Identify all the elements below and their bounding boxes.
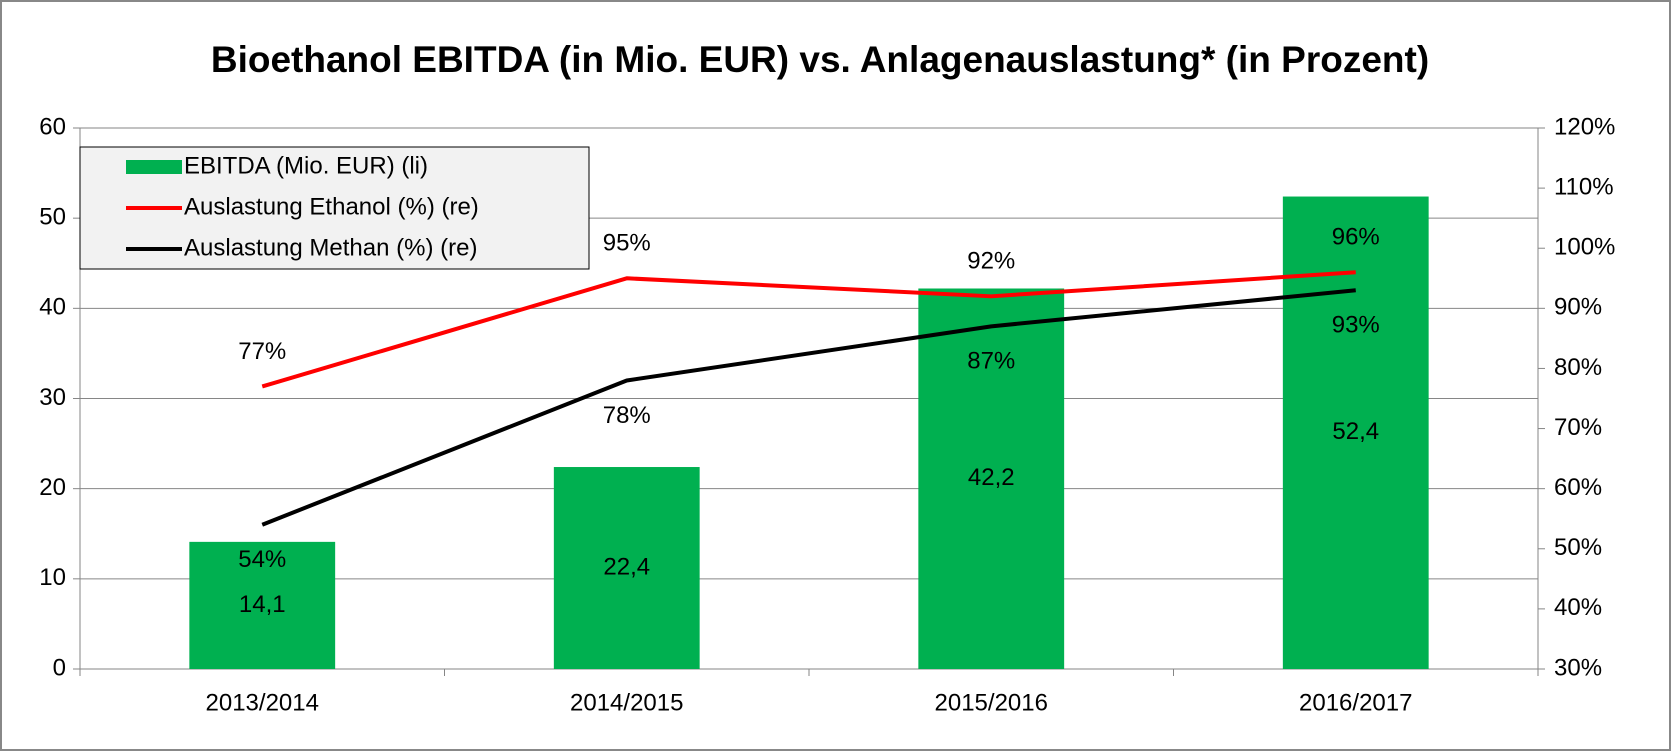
bar — [553, 467, 700, 669]
legend-label: EBITDA (Mio. EUR) (li) — [184, 152, 428, 179]
bar-value-label: 14,1 — [239, 591, 286, 618]
y2-tick-label: 110% — [1554, 173, 1614, 200]
y2-tick-label: 90% — [1554, 294, 1602, 321]
x-tick-label: 2015/2016 — [935, 689, 1048, 716]
legend-label: Auslastung Methan (%) (re) — [184, 234, 477, 261]
line-value-label: 87% — [967, 348, 1015, 375]
x-tick-label: 2016/2017 — [1299, 689, 1412, 716]
y2-tick-label: 120% — [1554, 113, 1615, 140]
bar — [189, 541, 336, 669]
y-tick-label: 30 — [39, 384, 66, 411]
y2-tick-label: 40% — [1554, 594, 1602, 621]
line-value-label: 96% — [1332, 224, 1380, 251]
line-value-label: 54% — [238, 546, 286, 573]
y2-tick-label: 30% — [1554, 654, 1602, 681]
x-tick-label: 2014/2015 — [570, 689, 683, 716]
line-value-label: 95% — [603, 230, 651, 257]
bar-value-label: 22,4 — [603, 553, 650, 580]
y2-tick-label: 100% — [1554, 234, 1615, 261]
y-tick-label: 40 — [39, 294, 66, 321]
y2-tick-label: 60% — [1554, 474, 1602, 501]
line-series — [261, 288, 1356, 527]
bar-value-label: 42,2 — [968, 464, 1015, 491]
y-tick-label: 60 — [39, 113, 66, 140]
y-tick-label: 20 — [39, 474, 66, 501]
chart-title: Bioethanol EBITDA (in Mio. EUR) vs. Anla… — [211, 39, 1429, 80]
line-value-label: 92% — [967, 248, 1015, 275]
line-value-label: 93% — [1332, 312, 1380, 339]
legend-swatch — [126, 160, 182, 174]
y2-tick-label: 70% — [1554, 414, 1602, 441]
line-series — [261, 270, 1356, 389]
line-value-label: 78% — [603, 402, 651, 429]
x-tick-label: 2013/2014 — [206, 689, 319, 716]
bar — [918, 288, 1065, 669]
legend-label: Auslastung Ethanol (%) (re) — [184, 193, 479, 220]
bar-value-label: 52,4 — [1332, 418, 1379, 445]
line-value-label: 77% — [238, 338, 286, 365]
y-tick-label: 50 — [39, 204, 66, 231]
y2-tick-label: 80% — [1554, 354, 1602, 381]
y-tick-label: 0 — [53, 654, 66, 681]
legend: EBITDA (Mio. EUR) (li) Auslastung Ethanol… — [79, 146, 590, 270]
y-tick-label: 10 — [39, 564, 66, 591]
y2-tick-label: 50% — [1554, 534, 1602, 561]
